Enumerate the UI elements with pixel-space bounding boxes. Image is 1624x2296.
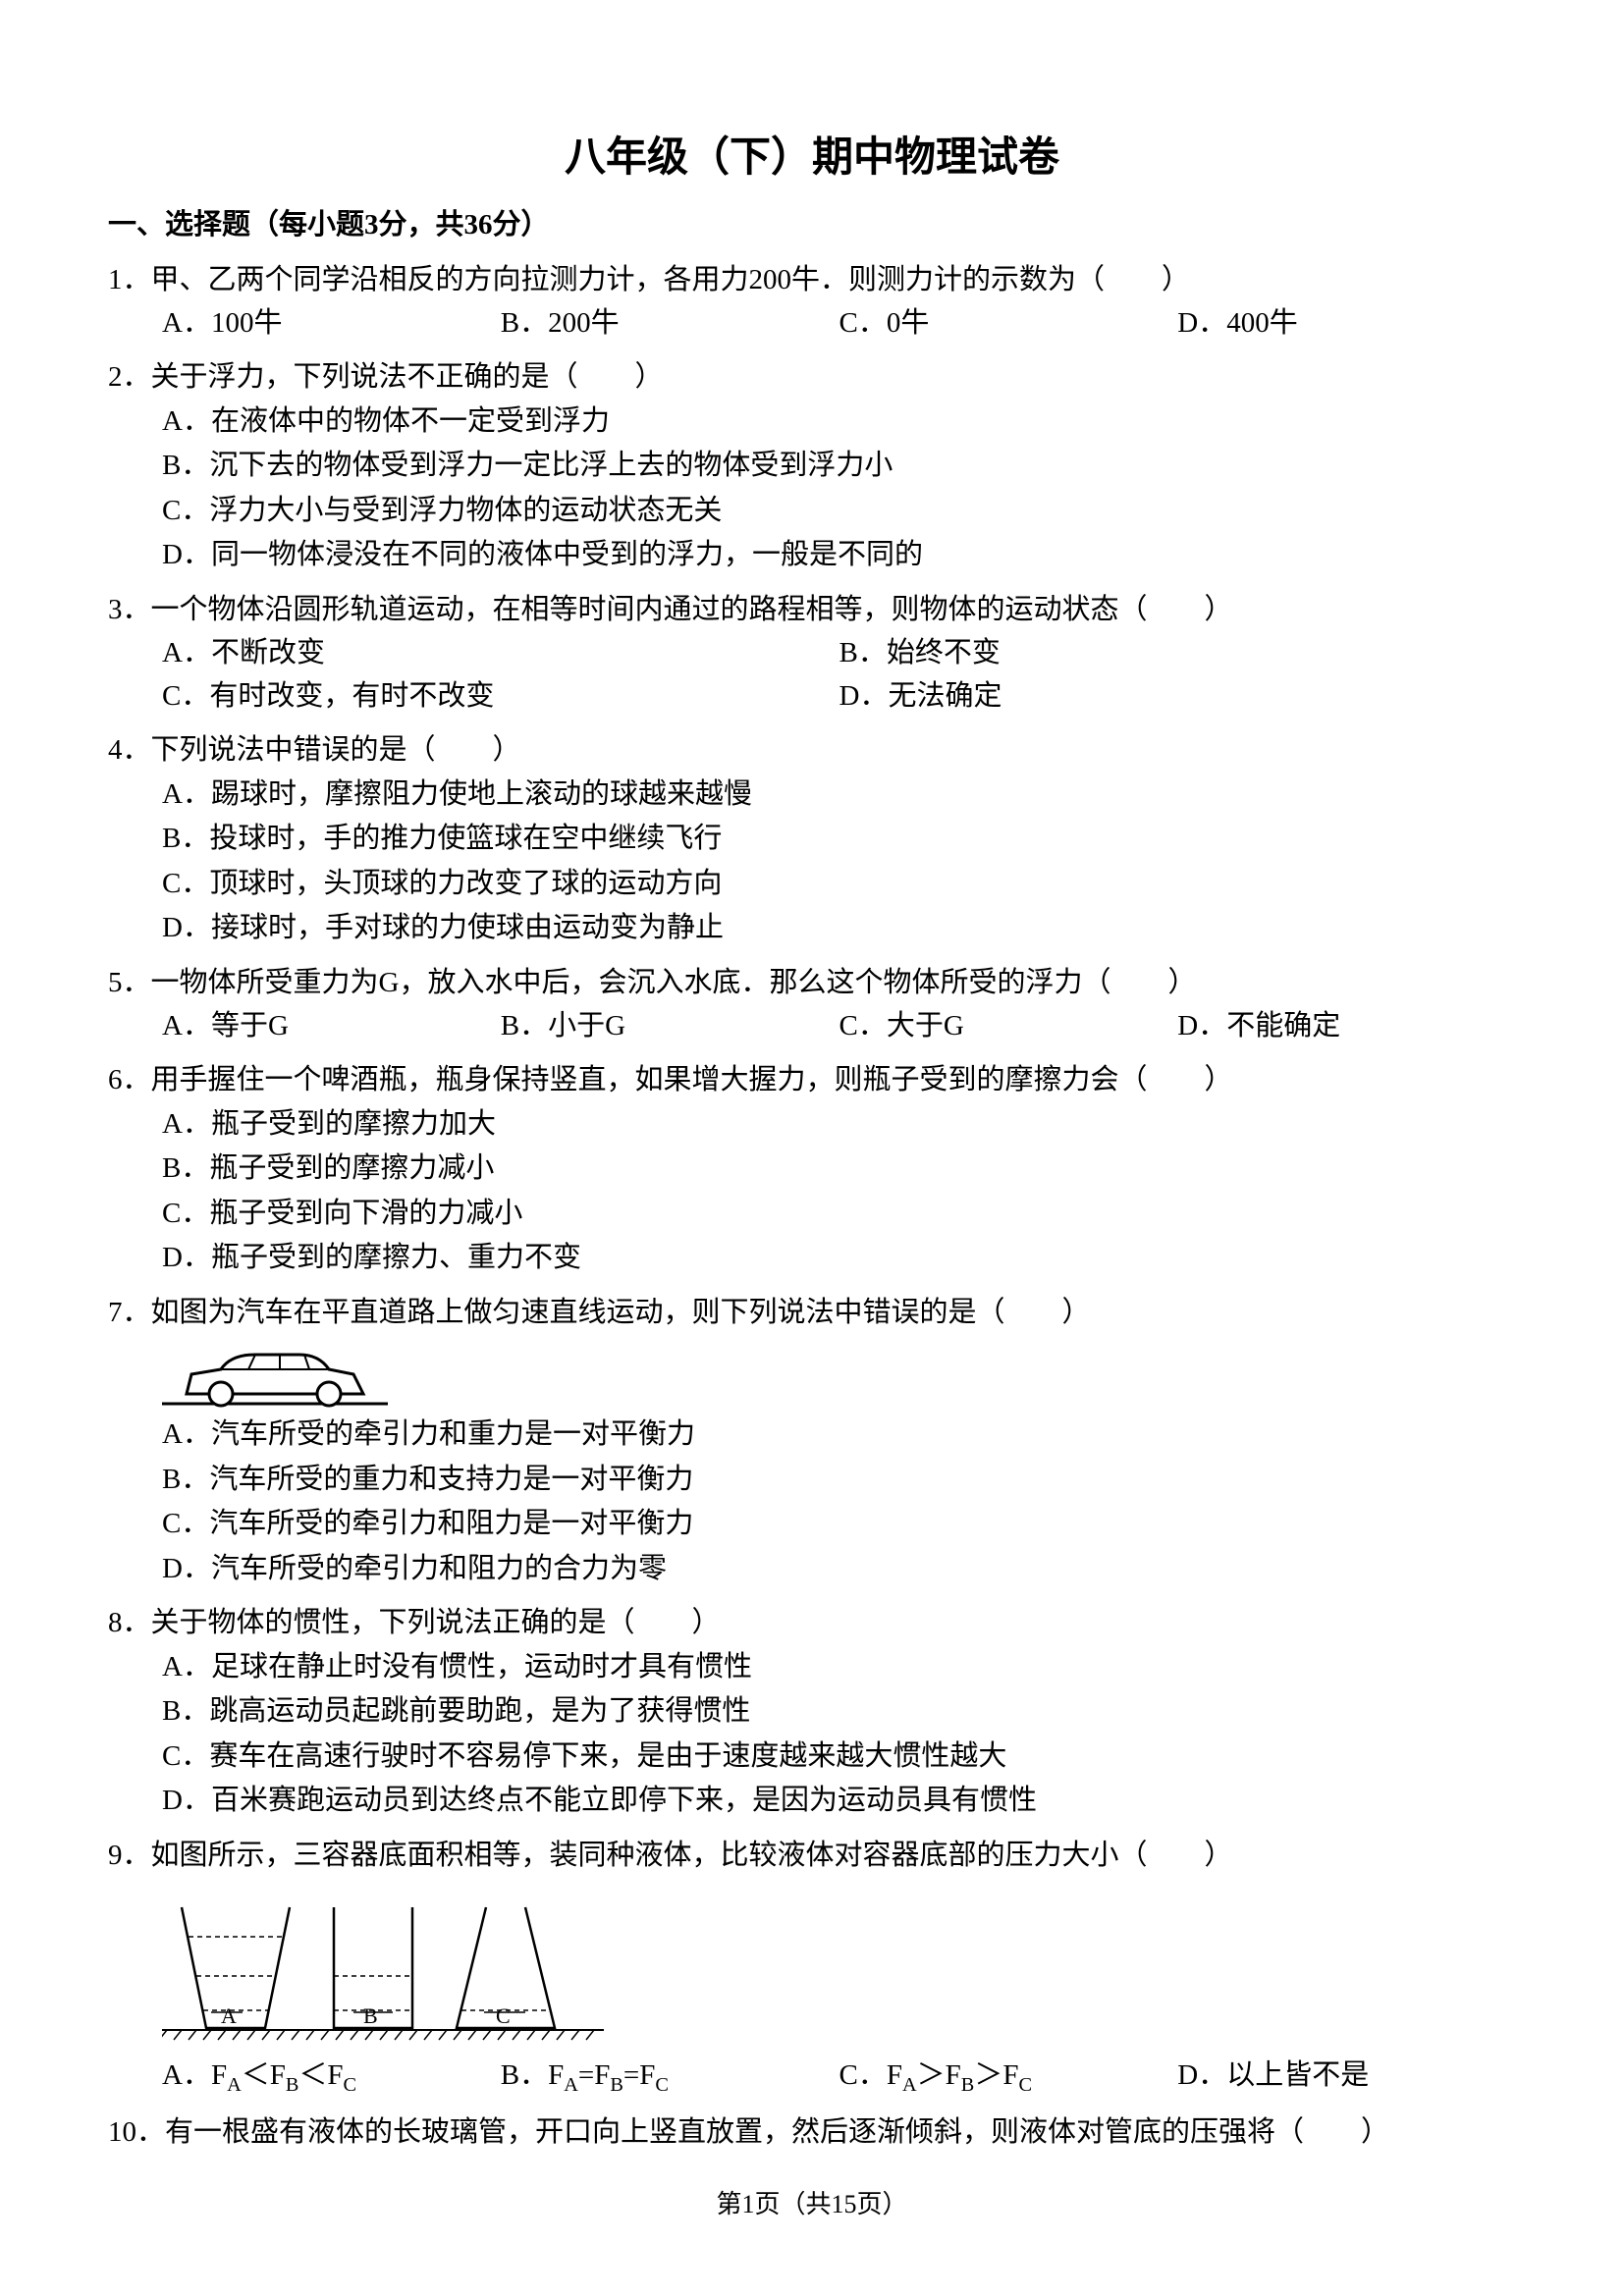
q9c-t1: C．F <box>839 2059 902 2091</box>
q5-options: A．等于G B．小于G C．大于G D．不能确定 <box>162 1005 1516 1048</box>
q3-options: A．不断改变 B．始终不变 C．有时改变，有时不改变 D．无法确定 <box>162 632 1516 718</box>
q4-opt-c: C．顶球时，头顶球的力改变了球的运动方向 <box>162 863 1516 906</box>
q9a-t3: ＜F <box>298 2059 343 2091</box>
question-3: 3．一个物体沿圆形轨道运动，在相等时间内通过的路程相等，则物体的运动状态（ ） … <box>108 587 1516 718</box>
q9-figure: A B C <box>162 1883 1516 2050</box>
q4-opt-a: A．踢球时，摩擦阻力使地上滚动的球越来越慢 <box>162 774 1516 817</box>
q7-opt-d: D．汽车所受的牵引力和阻力的合力为零 <box>162 1548 1516 1591</box>
q9c-sb: B <box>961 2074 975 2096</box>
question-6: 6．用手握住一个啤酒瓶，瓶身保持竖直，如果增大握力，则瓶子受到的摩擦力会（ ） … <box>108 1057 1516 1279</box>
q7-stem: 7．如图为汽车在平直道路上做匀速直线运动，则下列说法中错误的是（ ） <box>108 1290 1516 1335</box>
q7-opt-b: B．汽车所受的重力和支持力是一对平衡力 <box>162 1459 1516 1502</box>
q5-opt-d: D．不能确定 <box>1177 1005 1516 1048</box>
q1-options: A．100牛 B．200牛 C．0牛 D．400牛 <box>162 302 1516 346</box>
q2-stem: 2．关于浮力，下列说法不正确的是（ ） <box>108 354 1516 400</box>
q9b-t3: =F <box>623 2059 655 2091</box>
q9-opt-a: A．FA＜FB＜FC <box>162 2055 501 2100</box>
q4-options: A．踢球时，摩擦阻力使地上滚动的球越来越慢 B．投球时，手的推力使篮球在空中继续… <box>162 774 1516 950</box>
question-7: 7．如图为汽车在平直道路上做匀速直线运动，则下列说法中错误的是（ ） A．汽车所… <box>108 1290 1516 1590</box>
question-1: 1．甲、乙两个同学沿相反的方向拉测力计，各用力200牛．则测力计的示数为（ ） … <box>108 257 1516 346</box>
page-footer: 第1页（共15页） <box>108 2185 1516 2223</box>
q9-opt-c: C．FA＞FB＞FC <box>839 2055 1178 2100</box>
q7-opt-c: C．汽车所受的牵引力和阻力是一对平衡力 <box>162 1503 1516 1546</box>
q2-opt-b: B．沉下去的物体受到浮力一定比浮上去的物体受到浮力小 <box>162 445 1516 488</box>
q4-opt-d: D．接球时，手对球的力使球由运动变为静止 <box>162 907 1516 950</box>
section-header: 一、选择题（每小题3分，共36分） <box>108 204 1516 247</box>
q9a-t2: ＜F <box>242 2059 286 2091</box>
q9c-t2: ＞F <box>917 2059 961 2091</box>
question-10: 10．有一根盛有液体的长玻璃管，开口向上竖直放置，然后逐渐倾斜，则液体对管底的压… <box>108 2109 1516 2155</box>
q5-opt-b: B．小于G <box>501 1005 839 1048</box>
q9b-t1: B．F <box>501 2059 564 2091</box>
q6-opt-c: C．瓶子受到向下滑的力减小 <box>162 1193 1516 1236</box>
q4-opt-b: B．投球时，手的推力使篮球在空中继续飞行 <box>162 818 1516 861</box>
q6-opt-d: D．瓶子受到的摩擦力、重力不变 <box>162 1237 1516 1280</box>
q5-stem: 5．一物体所受重力为G，放入水中后，会沉入水底．那么这个物体所受的浮力（ ） <box>108 960 1516 1005</box>
q7-figure <box>162 1340 1516 1409</box>
q8-opt-c: C．赛车在高速行驶时不容易停下来，是由于速度越来越大惯性越大 <box>162 1735 1516 1779</box>
q4-stem: 4．下列说法中错误的是（ ） <box>108 727 1516 773</box>
q9b-sc: C <box>655 2074 669 2096</box>
q8-opt-d: D．百米赛跑运动员到达终点不能立即停下来，是因为运动员具有惯性 <box>162 1780 1516 1823</box>
svg-text:B: B <box>363 2003 378 2028</box>
q1-opt-d: D．400牛 <box>1177 302 1516 346</box>
q6-opt-b: B．瓶子受到的摩擦力减小 <box>162 1148 1516 1191</box>
q9-opt-d: D．以上皆不是 <box>1177 2055 1516 2100</box>
q7-opt-a: A．汽车所受的牵引力和重力是一对平衡力 <box>162 1414 1516 1457</box>
q9c-sc: C <box>1018 2074 1032 2096</box>
q3-opt-c: C．有时改变，有时不改变 <box>162 675 839 719</box>
question-5: 5．一物体所受重力为G，放入水中后，会沉入水底．那么这个物体所受的浮力（ ） A… <box>108 960 1516 1048</box>
question-4: 4．下列说法中错误的是（ ） A．踢球时，摩擦阻力使地上滚动的球越来越慢 B．投… <box>108 727 1516 949</box>
q3-opt-b: B．始终不变 <box>839 632 1517 675</box>
q9b-t2: =F <box>578 2059 610 2091</box>
q2-options: A．在液体中的物体不一定受到浮力 B．沉下去的物体受到浮力一定比浮上去的物体受到… <box>162 400 1516 577</box>
q5-opt-c: C．大于G <box>839 1005 1178 1048</box>
q8-stem: 8．关于物体的惯性，下列说法正确的是（ ） <box>108 1600 1516 1645</box>
q9a-sc: C <box>344 2074 357 2096</box>
q9a-sa: A <box>227 2074 242 2096</box>
page-title: 八年级（下）期中物理试卷 <box>108 128 1516 189</box>
car-icon <box>162 1340 388 1409</box>
q6-opt-a: A．瓶子受到的摩擦力加大 <box>162 1103 1516 1147</box>
q9c-t3: ＞F <box>974 2059 1018 2091</box>
q8-opt-b: B．跳高运动员起跳前要助跑，是为了获得惯性 <box>162 1690 1516 1734</box>
q9b-sa: A <box>564 2074 578 2096</box>
q3-opt-d: D．无法确定 <box>839 675 1517 719</box>
q9a-t1: A．F <box>162 2059 227 2091</box>
q10-stem: 10．有一根盛有液体的长玻璃管，开口向上竖直放置，然后逐渐倾斜，则液体对管底的压… <box>108 2109 1516 2155</box>
q2-opt-a: A．在液体中的物体不一定受到浮力 <box>162 400 1516 444</box>
q6-stem: 6．用手握住一个啤酒瓶，瓶身保持竖直，如果增大握力，则瓶子受到的摩擦力会（ ） <box>108 1057 1516 1102</box>
q8-opt-a: A．足球在静止时没有惯性，运动时才具有惯性 <box>162 1646 1516 1689</box>
q3-opt-a: A．不断改变 <box>162 632 839 675</box>
q9-stem: 9．如图所示，三容器底面积相等，装同种液体，比较液体对容器底部的压力大小（ ） <box>108 1833 1516 1878</box>
containers-icon: A B C <box>162 1883 604 2050</box>
q9a-sb: B <box>286 2074 299 2096</box>
question-9: 9．如图所示，三容器底面积相等，装同种液体，比较液体对容器底部的压力大小（ ） … <box>108 1833 1516 2101</box>
question-2: 2．关于浮力，下列说法不正确的是（ ） A．在液体中的物体不一定受到浮力 B．沉… <box>108 354 1516 576</box>
q1-opt-a: A．100牛 <box>162 302 501 346</box>
q9-opt-b: B．FA=FB=FC <box>501 2055 839 2100</box>
q2-opt-d: D．同一物体浸没在不同的液体中受到的浮力，一般是不同的 <box>162 534 1516 577</box>
q6-options: A．瓶子受到的摩擦力加大 B．瓶子受到的摩擦力减小 C．瓶子受到向下滑的力减小 … <box>162 1103 1516 1280</box>
q9-options: A．FA＜FB＜FC B．FA=FB=FC C．FA＞FB＞FC D．以上皆不是 <box>162 2055 1516 2100</box>
q1-opt-b: B．200牛 <box>501 302 839 346</box>
q1-stem: 1．甲、乙两个同学沿相反的方向拉测力计，各用力200牛．则测力计的示数为（ ） <box>108 257 1516 302</box>
q9c-sa: A <box>902 2074 917 2096</box>
q3-stem: 3．一个物体沿圆形轨道运动，在相等时间内通过的路程相等，则物体的运动状态（ ） <box>108 587 1516 632</box>
q8-options: A．足球在静止时没有惯性，运动时才具有惯性 B．跳高运动员起跳前要助跑，是为了获… <box>162 1646 1516 1823</box>
svg-text:A: A <box>221 2003 237 2028</box>
question-8: 8．关于物体的惯性，下列说法正确的是（ ） A．足球在静止时没有惯性，运动时才具… <box>108 1600 1516 1822</box>
q7-options: A．汽车所受的牵引力和重力是一对平衡力 B．汽车所受的重力和支持力是一对平衡力 … <box>162 1414 1516 1590</box>
q5-opt-a: A．等于G <box>162 1005 501 1048</box>
q1-opt-c: C．0牛 <box>839 302 1178 346</box>
q2-opt-c: C．浮力大小与受到浮力物体的运动状态无关 <box>162 490 1516 533</box>
q9b-sb: B <box>610 2074 623 2096</box>
svg-text:C: C <box>496 2003 511 2028</box>
